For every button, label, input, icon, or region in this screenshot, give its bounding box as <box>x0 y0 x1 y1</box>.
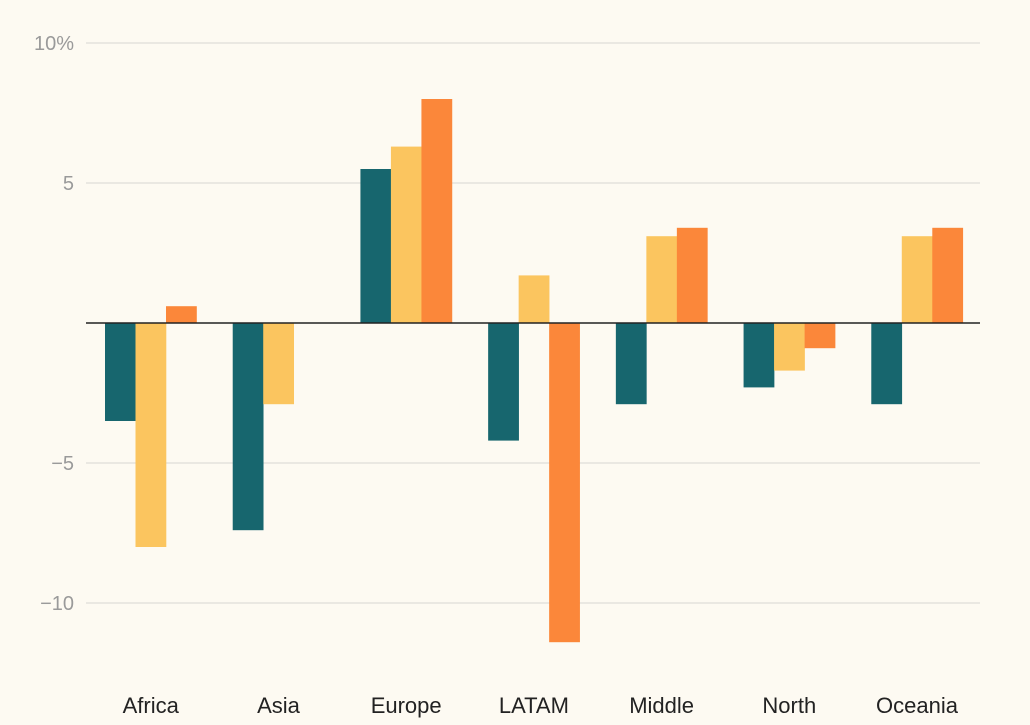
x-tick-label: Europe <box>371 693 442 718</box>
bar-europe-series-1 <box>360 169 392 323</box>
bar-europe-series-2 <box>390 146 422 323</box>
bar-middle-series-2 <box>646 236 678 323</box>
bar-north-series-2 <box>774 323 805 371</box>
bar-africa-series-2 <box>135 323 167 547</box>
x-axis-ticks: Africa Asia Europe LATAM Middle North Oceania <box>123 693 959 718</box>
bar-oceania-series-3 <box>932 227 964 323</box>
bar-north-series-3 <box>804 323 836 349</box>
bar-north-series-1 <box>743 323 775 388</box>
bar-latam-series-1 <box>488 323 519 441</box>
bars <box>105 99 964 643</box>
bar-europe-series-3 <box>421 99 453 323</box>
bar-oceania-series-1 <box>871 323 903 405</box>
y-tick-label: 10% <box>34 33 74 55</box>
bar-latam-series-2 <box>518 275 550 323</box>
x-tick-label: Africa <box>123 693 180 718</box>
bar-asia-series-2 <box>263 323 295 405</box>
x-tick-label: Oceania <box>876 693 959 718</box>
x-tick-label: Asia <box>257 693 301 718</box>
x-tick-label: North <box>762 693 816 718</box>
y-axis-ticks: 10% 5 −5 −10 <box>34 33 74 615</box>
y-tick-label: −10 <box>40 593 74 615</box>
bar-middle-series-3 <box>676 227 708 323</box>
y-tick-label: −5 <box>51 453 74 475</box>
bar-africa-series-3 <box>166 306 197 323</box>
bar-oceania-series-2 <box>901 236 933 323</box>
y-tick-label: 5 <box>63 173 74 195</box>
bar-africa-series-1 <box>105 323 136 421</box>
x-tick-label: Middle <box>629 693 694 718</box>
bar-latam-series-3 <box>549 323 580 643</box>
bar-middle-series-1 <box>615 323 647 405</box>
x-tick-label: LATAM <box>499 693 569 718</box>
bar-asia-series-1 <box>232 323 264 531</box>
